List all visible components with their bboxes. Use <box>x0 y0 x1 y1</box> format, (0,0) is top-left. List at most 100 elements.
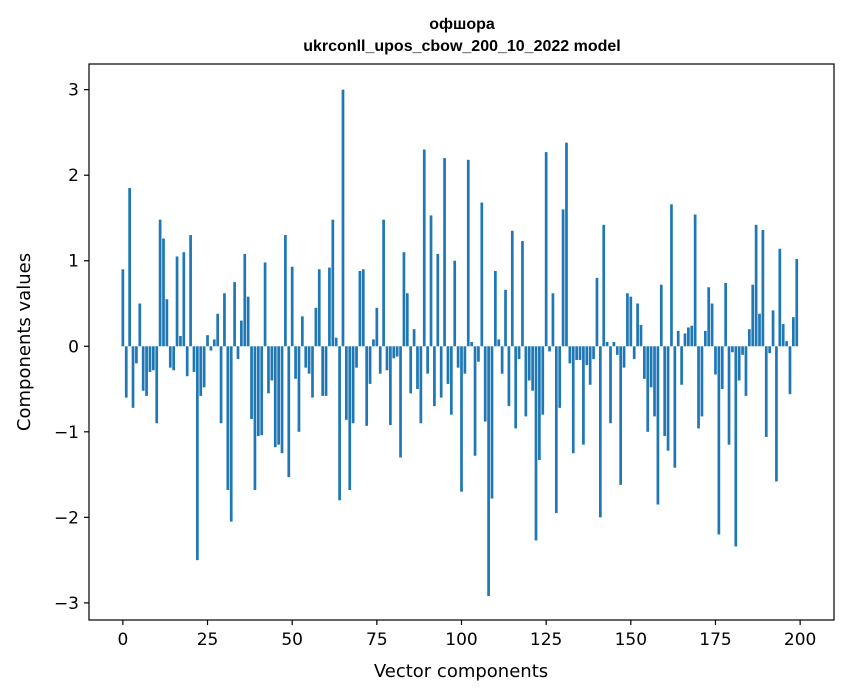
bar-93 <box>436 253 440 347</box>
bar-48 <box>284 235 287 347</box>
bar-46 <box>277 346 280 445</box>
bar-98 <box>453 260 457 347</box>
y-axis-ticks: −3 −2 −1 0 1 2 3 <box>54 81 89 614</box>
bar-187 <box>754 224 758 347</box>
bar-194 <box>778 248 782 347</box>
bar-105 <box>477 346 480 362</box>
bar-160 <box>663 346 667 437</box>
bar-118 <box>521 241 524 347</box>
bar-110 <box>494 271 497 347</box>
bar-119 <box>524 346 528 417</box>
bar-113 <box>504 289 507 347</box>
bar-4 <box>135 346 138 364</box>
bar-37 <box>246 296 250 347</box>
bar-114 <box>507 346 511 407</box>
bar-90 <box>426 346 429 374</box>
bar-65 <box>341 89 345 347</box>
bar-85 <box>409 346 413 394</box>
bar-2 <box>128 188 131 347</box>
bar-146 <box>615 346 619 355</box>
bar-183 <box>741 346 744 355</box>
y-tick-label: −1 <box>54 423 79 443</box>
bar-68 <box>351 346 355 424</box>
bar-20 <box>189 235 192 347</box>
bar-31 <box>226 346 230 490</box>
bar-144 <box>609 346 612 424</box>
bar-66 <box>345 346 348 420</box>
bar-167 <box>687 327 690 347</box>
bar-15 <box>172 346 176 371</box>
bar-1 <box>124 346 128 398</box>
y-tick-label: 1 <box>68 252 79 272</box>
bar-168 <box>690 325 694 347</box>
bar-70 <box>358 271 362 347</box>
bar-179 <box>727 346 731 445</box>
bar-24 <box>202 346 206 388</box>
plot-frame <box>88 63 835 621</box>
bar-153 <box>639 324 643 347</box>
bar-164 <box>676 330 680 347</box>
bar-87 <box>416 346 419 390</box>
bar-50 <box>290 266 294 347</box>
bars-group <box>121 89 799 597</box>
bar-111 <box>497 339 501 347</box>
bar-25 <box>206 335 209 347</box>
bar-103 <box>470 342 474 347</box>
x-tick-label: 100 <box>445 630 477 650</box>
bar-10 <box>155 346 159 424</box>
bar-0 <box>121 269 125 347</box>
bar-147 <box>619 346 623 485</box>
bar-145 <box>612 342 616 347</box>
bar-108 <box>487 346 490 597</box>
bar-77 <box>382 219 385 347</box>
bar-72 <box>365 346 369 426</box>
bar-154 <box>643 346 646 379</box>
y-axis-label: Components values <box>14 253 35 431</box>
bar-26 <box>209 346 213 351</box>
bar-35 <box>240 320 243 347</box>
x-tick-label: 125 <box>530 630 562 650</box>
bar-112 <box>500 346 504 374</box>
bar-6 <box>141 346 145 391</box>
bar-129 <box>558 346 562 408</box>
bar-151 <box>632 346 636 360</box>
bar-138 <box>588 346 592 385</box>
bar-89 <box>422 149 426 347</box>
bar-123 <box>538 346 541 461</box>
bar-55 <box>307 346 311 374</box>
x-tick-label: 75 <box>366 630 388 650</box>
bar-8 <box>148 346 152 372</box>
bar-23 <box>199 346 203 396</box>
bar-33 <box>233 282 236 347</box>
bar-94 <box>439 346 443 398</box>
bar-130 <box>561 209 565 347</box>
bar-52 <box>297 346 301 432</box>
bar-128 <box>554 346 558 514</box>
bar-181 <box>734 346 738 547</box>
bar-184 <box>744 346 748 396</box>
x-tick-label: 200 <box>784 630 816 650</box>
bar-45 <box>273 346 277 448</box>
bar-163 <box>673 346 677 468</box>
bar-14 <box>168 346 172 368</box>
bar-162 <box>670 204 673 347</box>
bar-47 <box>280 346 284 454</box>
bar-121 <box>531 346 534 391</box>
bar-190 <box>764 346 768 437</box>
bar-191 <box>768 346 772 354</box>
bar-79 <box>389 346 392 425</box>
bar-84 <box>405 293 409 347</box>
bar-56 <box>311 346 314 398</box>
bar-88 <box>419 346 423 424</box>
bar-120 <box>527 346 531 381</box>
y-tick-label: 2 <box>68 166 79 186</box>
bar-176 <box>717 346 721 535</box>
bar-170 <box>697 346 700 429</box>
bar-39 <box>253 346 257 490</box>
bar-172 <box>703 330 707 347</box>
chart-subtitle: ukrconll_upos_cbow_200_10_2022 model <box>303 38 620 55</box>
bar-161 <box>666 346 670 451</box>
bar-75 <box>375 307 379 347</box>
x-tick-label: 175 <box>699 630 731 650</box>
